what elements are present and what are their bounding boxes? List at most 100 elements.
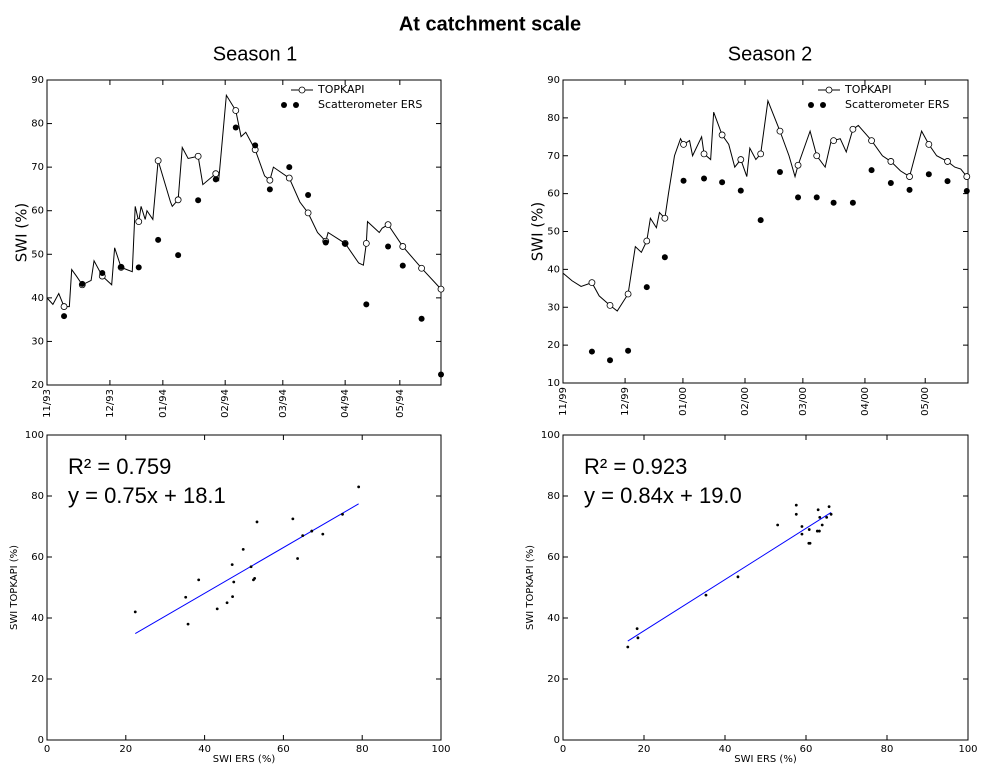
y-tick-label: 80 [31,491,44,502]
y-tick-label: 60 [547,552,560,563]
scatter-point [232,580,236,584]
x-tick-label: 12/99 [620,387,631,416]
fit-line [627,512,832,642]
scatter-point [925,171,932,178]
scatter-point [643,284,650,291]
scatter-point [807,541,811,545]
scatter-point [296,557,299,560]
line-marker [418,264,425,272]
legend-swatch [293,102,299,108]
scatter-point [849,199,856,206]
legend-swatch [298,86,306,94]
legend-label: Scatterometer ERS [318,98,422,111]
scatter-point [800,532,804,536]
scatter-point [588,348,595,355]
x-tick-label: 02/00 [740,387,751,416]
x-tick-label: 04/94 [340,389,351,418]
line-marker [813,152,821,160]
scatter-point [310,529,314,533]
line-marker [384,221,392,229]
line-marker [643,237,651,245]
scatter-point [636,636,640,640]
y-tick-label: 40 [547,613,560,624]
line-marker [437,285,445,293]
scatter-point [736,575,740,579]
scatter-point [418,315,425,322]
scatter-point [794,503,798,507]
y-tick-label: 0 [38,735,44,746]
x-tick-label: 05/00 [920,387,931,416]
line-marker [588,279,596,287]
y-tick-label: 80 [31,119,44,130]
scatter-point [813,194,820,201]
x-tick-label: 40 [719,744,732,755]
scatter-point [868,167,875,174]
scatter-point [625,347,632,354]
scatter-point [212,176,219,183]
line-marker [212,170,220,178]
scatter-point [241,547,245,551]
line-marker [776,127,784,135]
y-tick-label: 100 [25,430,44,441]
scatter-point [385,243,392,250]
scatter-point [215,607,219,611]
scatter-point [322,239,329,246]
scatter-point [800,525,804,528]
legend-swatch [820,102,826,108]
x-tick-label: 0 [560,744,566,755]
scatter-point [635,627,639,631]
y-tick-label: 80 [547,491,560,502]
y-tick-label: 20 [31,380,44,391]
x-tick-label: 03/94 [278,389,289,418]
scatter-point [680,177,687,184]
legend-swatch [281,102,287,108]
scatter-point [184,595,188,599]
y-tick-label: 80 [547,113,560,124]
y-tick-label: 70 [547,151,560,162]
scatter-point [232,124,239,131]
y-tick-label: 40 [547,264,560,275]
scatter-point [963,187,970,194]
scatter-point [230,563,234,567]
scatter-point [118,263,125,270]
scatter-point [301,534,305,538]
scatter-point [286,164,293,171]
y-axis-label: SWI TOPKAPI (%) [9,545,20,630]
scatter-point [341,512,344,516]
fit-line [135,503,359,634]
legend-swatch [825,86,833,94]
x-tick-label: 100 [958,744,977,755]
annotation: R² = 0.759 [68,454,171,479]
line-marker [399,243,407,250]
line-marker [60,303,68,310]
scatter-point [719,179,726,186]
y-tick-label: 30 [547,302,560,313]
scatter-point [830,199,837,206]
scatter-point [291,517,295,521]
scatter-point [737,187,744,194]
x-tick-label: 01/94 [158,389,169,418]
scatter-point [61,313,68,320]
line-marker [906,173,913,180]
y-tick-label: 50 [31,249,44,260]
x-tick-label: 80 [356,744,369,755]
line-marker [606,301,614,309]
plot-frame [46,434,442,741]
y-tick-label: 70 [31,162,44,173]
scatter-point [133,610,137,614]
scatter-point [887,180,894,187]
scatter-point [249,565,253,569]
scatter-point [195,197,202,204]
scatter-point [266,186,273,193]
line-marker [925,140,933,148]
line-marker [757,150,765,158]
scatter-point [827,505,831,509]
y-tick-label: 100 [541,430,560,441]
y-tick-label: 10 [547,378,560,389]
x-tick-label: 20 [119,744,132,755]
legend-label: Scatterometer ERS [845,98,949,111]
x-tick-label: 12/93 [105,389,116,418]
scatter-point [704,593,708,597]
scatter-point [342,240,349,247]
